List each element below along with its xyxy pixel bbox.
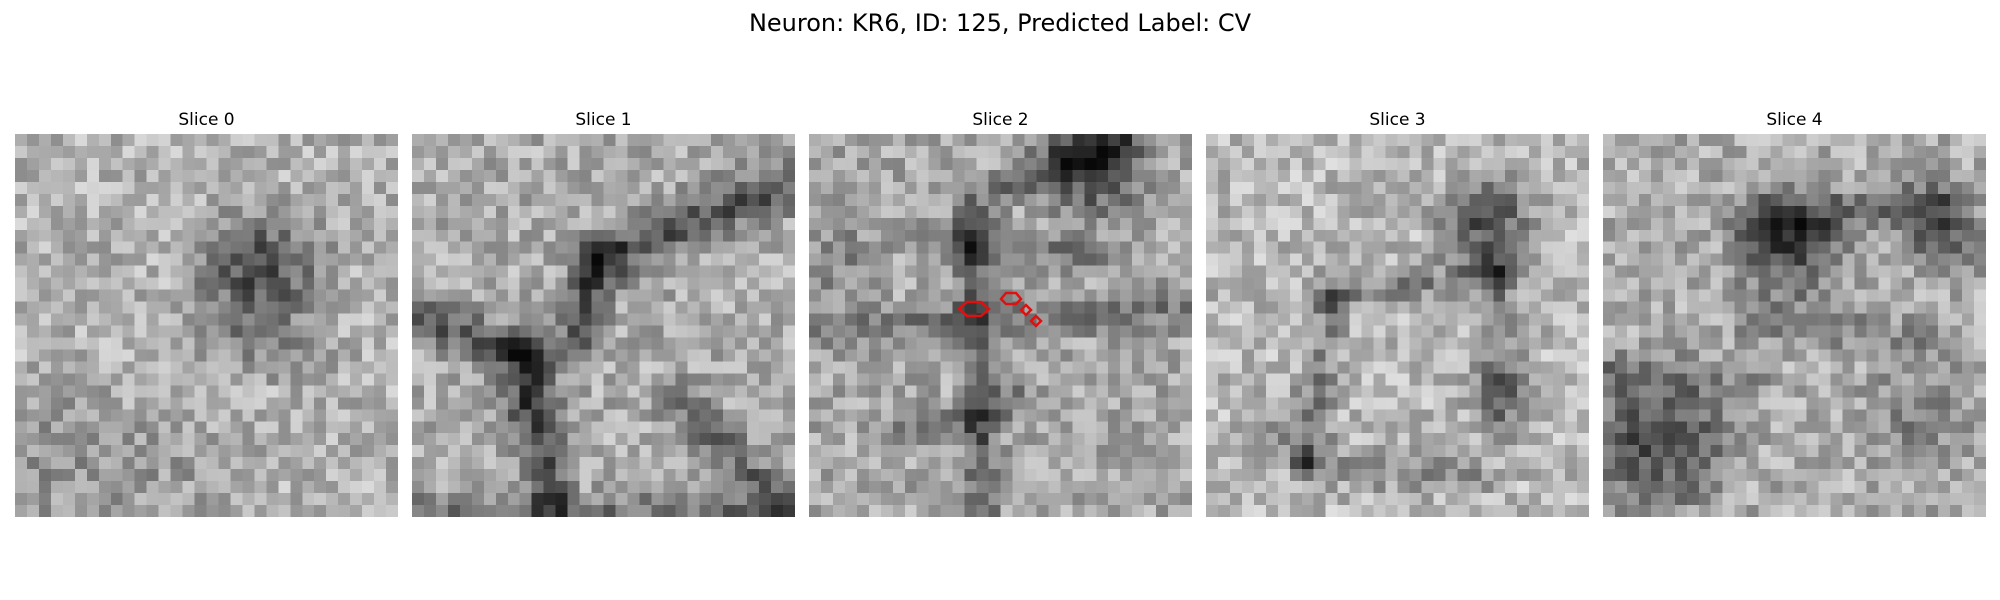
panel-title-slice-2: Slice 2	[972, 110, 1029, 130]
em-slice-image-2	[809, 134, 1192, 517]
em-slice-image-4	[1603, 134, 1986, 517]
panel-title-slice-1: Slice 1	[575, 110, 632, 130]
em-slice-canvas-0	[15, 134, 398, 517]
panel-title-slice-4: Slice 4	[1766, 110, 1823, 130]
em-slice-canvas-2	[809, 134, 1192, 517]
em-slice-canvas-4	[1603, 134, 1986, 517]
em-slice-canvas-1	[412, 134, 795, 517]
em-slice-image-1	[412, 134, 795, 517]
figure-title: Neuron: KR6, ID: 125, Predicted Label: C…	[748, 9, 1252, 37]
panel-title-slice-3: Slice 3	[1369, 110, 1426, 130]
em-slice-image-0	[15, 134, 398, 517]
em-slice-image-3	[1206, 134, 1589, 517]
panel-title-slice-0: Slice 0	[178, 110, 235, 130]
em-slice-canvas-3	[1206, 134, 1589, 517]
